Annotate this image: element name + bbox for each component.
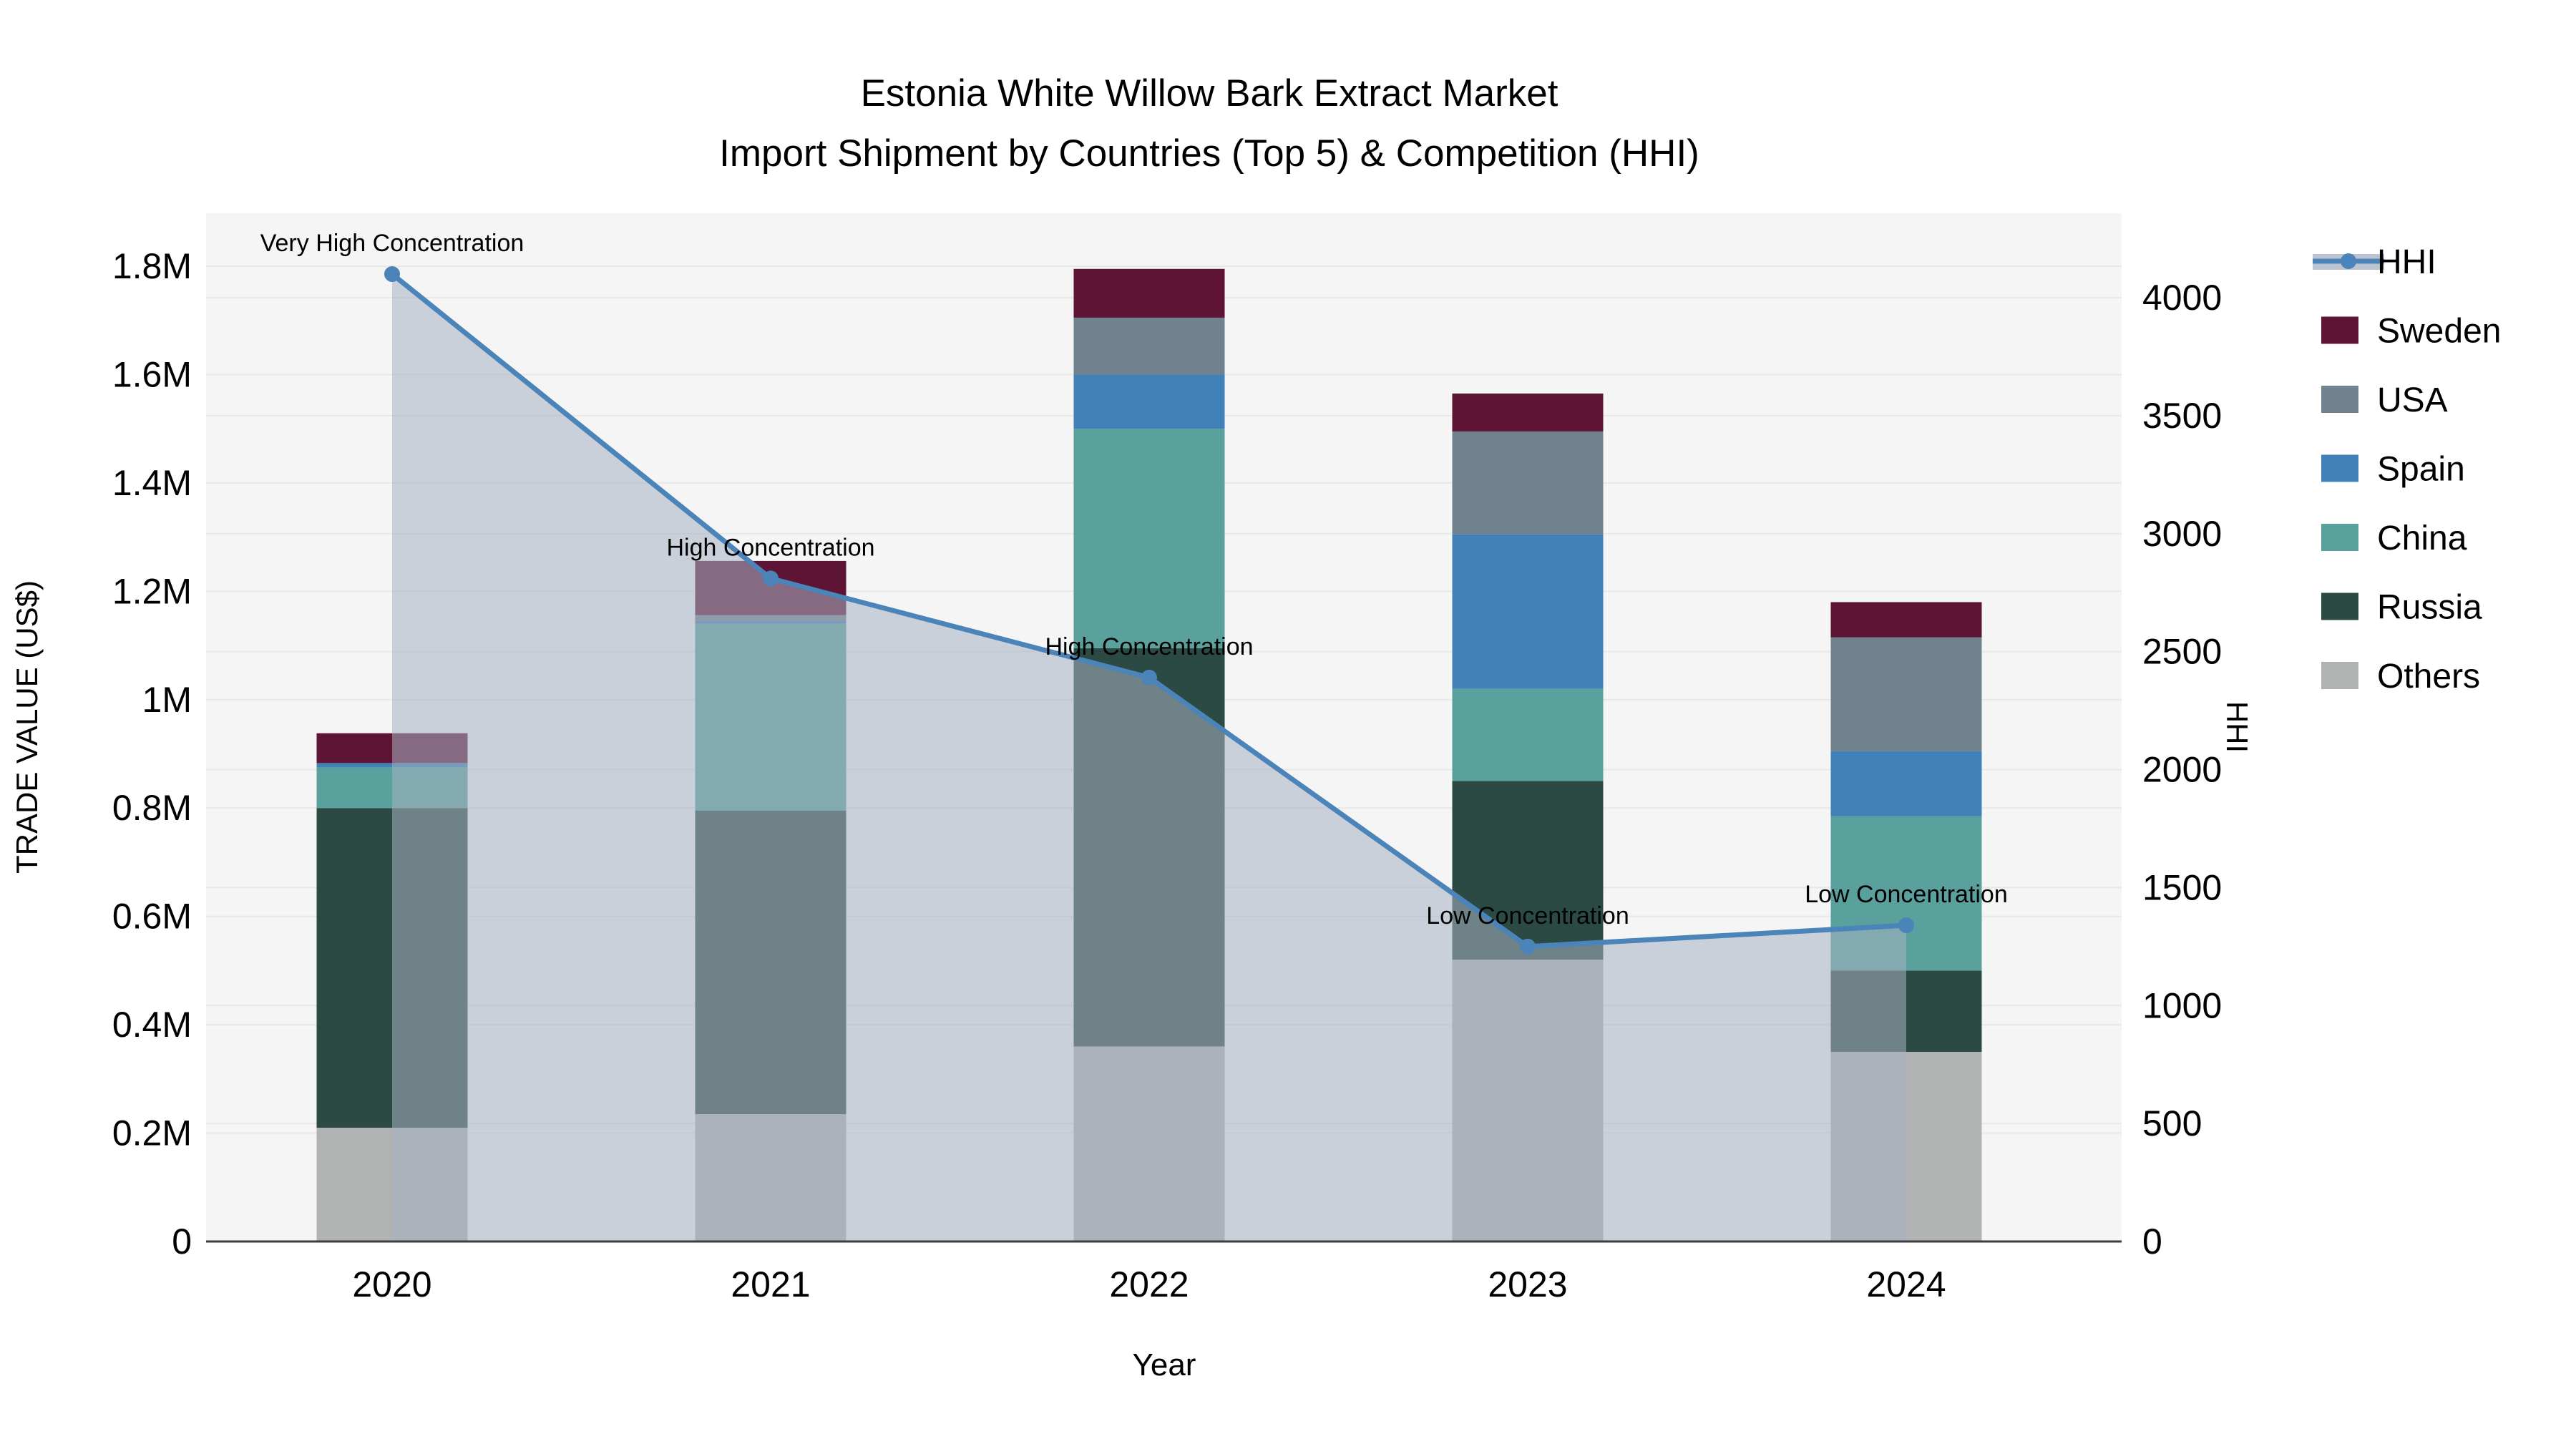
left-tick-1.2M: 1.2M [112, 571, 192, 611]
bar-segment-sweden-2022 [1073, 268, 1225, 318]
hhi-area [392, 274, 1906, 1241]
right-tick-500: 500 [2142, 1103, 2202, 1143]
left-tick-labels: 0 0.2M 0.4M 0.6M 0.8M 1M 1.2M 1.4M 1.6M 1.8M [112, 246, 192, 1262]
bar-segment-spain-2022 [1073, 374, 1225, 429]
right-tick-2500: 2500 [2142, 632, 2222, 672]
legend-swatch-china [2321, 524, 2358, 551]
right-tick-4000: 4000 [2142, 278, 2222, 318]
hhi-area-layer [392, 274, 1906, 1241]
chart-title-line1: Estonia White Willow Bark Extract Market [861, 72, 1558, 114]
bar-segment-usa-2024 [1830, 637, 1982, 751]
bar-segment-china-2023 [1452, 688, 1604, 781]
bar-segment-usa-2023 [1452, 431, 1604, 535]
hhi-marker-2024 [1898, 917, 1914, 934]
left-tick-1.4M: 1.4M [112, 463, 192, 503]
legend-item-others: Others [2321, 658, 2480, 696]
legend-label-spain: Spain [2377, 451, 2465, 489]
annotation-2021: High Concentration [666, 534, 874, 561]
legend-item-spain: Spain [2321, 451, 2465, 489]
bar-segment-china-2022 [1073, 429, 1225, 648]
legend-label-china: China [2377, 519, 2467, 557]
bar-segment-sweden-2023 [1452, 393, 1604, 431]
hhi-line-layer [384, 266, 1914, 955]
x-tick-2022: 2022 [1109, 1264, 1189, 1304]
legend-item-sweden: Sweden [2321, 313, 2501, 351]
right-tick-1000: 1000 [2142, 985, 2222, 1025]
legend-label-others: Others [2377, 658, 2480, 696]
bar-segment-sweden-2024 [1830, 602, 1982, 638]
bar-segment-spain-2024 [1830, 751, 1982, 816]
legend-hhi-marker [2341, 253, 2356, 269]
right-tick-3000: 3000 [2142, 514, 2222, 554]
legend-item-usa: USA [2321, 381, 2448, 419]
annotation-2023: Low Concentration [1426, 902, 1629, 930]
legend-swatch-russia [2321, 592, 2358, 620]
right-tick-2000: 2000 [2142, 750, 2222, 790]
left-tick-1.8M: 1.8M [112, 246, 192, 286]
hhi-marker-2021 [763, 570, 779, 587]
annotation-2022: High Concentration [1045, 633, 1253, 660]
left-tick-1M: 1M [142, 680, 192, 720]
left-tick-0.8M: 0.8M [112, 788, 192, 828]
left-tick-0: 0 [172, 1221, 192, 1262]
x-tick-2024: 2024 [1866, 1264, 1946, 1304]
right-tick-3500: 3500 [2142, 396, 2222, 436]
legend-item-hhi: HHI [2313, 243, 2436, 281]
right-y-axis-title: HHI [2220, 701, 2254, 753]
right-tick-0: 0 [2142, 1221, 2162, 1262]
left-tick-0.6M: 0.6M [112, 897, 192, 937]
hhi-marker-2023 [1520, 938, 1536, 955]
legend-swatch-usa [2321, 386, 2358, 413]
left-tick-0.2M: 0.2M [112, 1113, 192, 1153]
hhi-marker-2022 [1141, 669, 1157, 686]
left-tick-1.6M: 1.6M [112, 354, 192, 394]
left-tick-0.4M: 0.4M [112, 1005, 192, 1045]
bar-segment-spain-2023 [1452, 534, 1604, 689]
annotations-layer: Very High Concentration High Concentratio… [260, 230, 2008, 930]
legend: HHI Sweden USA Spain China Russia Others [2313, 243, 2501, 696]
annotation-2024: Low Concentration [1805, 881, 2008, 908]
legend-swatch-others [2321, 662, 2358, 689]
x-tick-labels: 2020 2021 2022 2023 2024 [352, 1264, 1946, 1304]
annotation-2020: Very High Concentration [260, 230, 525, 257]
right-tick-1500: 1500 [2142, 867, 2222, 907]
legend-swatch-sweden [2321, 316, 2358, 344]
legend-item-china: China [2321, 519, 2467, 557]
chart-title-line2: Import Shipment by Countries (Top 5) & C… [719, 132, 1699, 175]
x-axis-title: Year [1133, 1347, 1196, 1382]
legend-label-russia: Russia [2377, 589, 2482, 627]
right-tick-labels: 0 500 1000 1500 2000 2500 3000 3500 4000 [2142, 278, 2222, 1262]
bar-segment-usa-2022 [1073, 317, 1225, 375]
legend-label-sweden: Sweden [2377, 313, 2501, 351]
legend-label-hhi: HHI [2377, 243, 2436, 281]
legend-swatch-spain [2321, 454, 2358, 482]
x-tick-2023: 2023 [1488, 1264, 1567, 1304]
legend-label-usa: USA [2377, 381, 2448, 419]
x-tick-2021: 2021 [731, 1264, 810, 1304]
left-y-axis-title: TRADE VALUE (US$) [10, 580, 44, 874]
x-tick-2020: 2020 [352, 1264, 431, 1304]
hhi-marker-2020 [384, 266, 400, 283]
legend-item-russia: Russia [2321, 589, 2482, 627]
